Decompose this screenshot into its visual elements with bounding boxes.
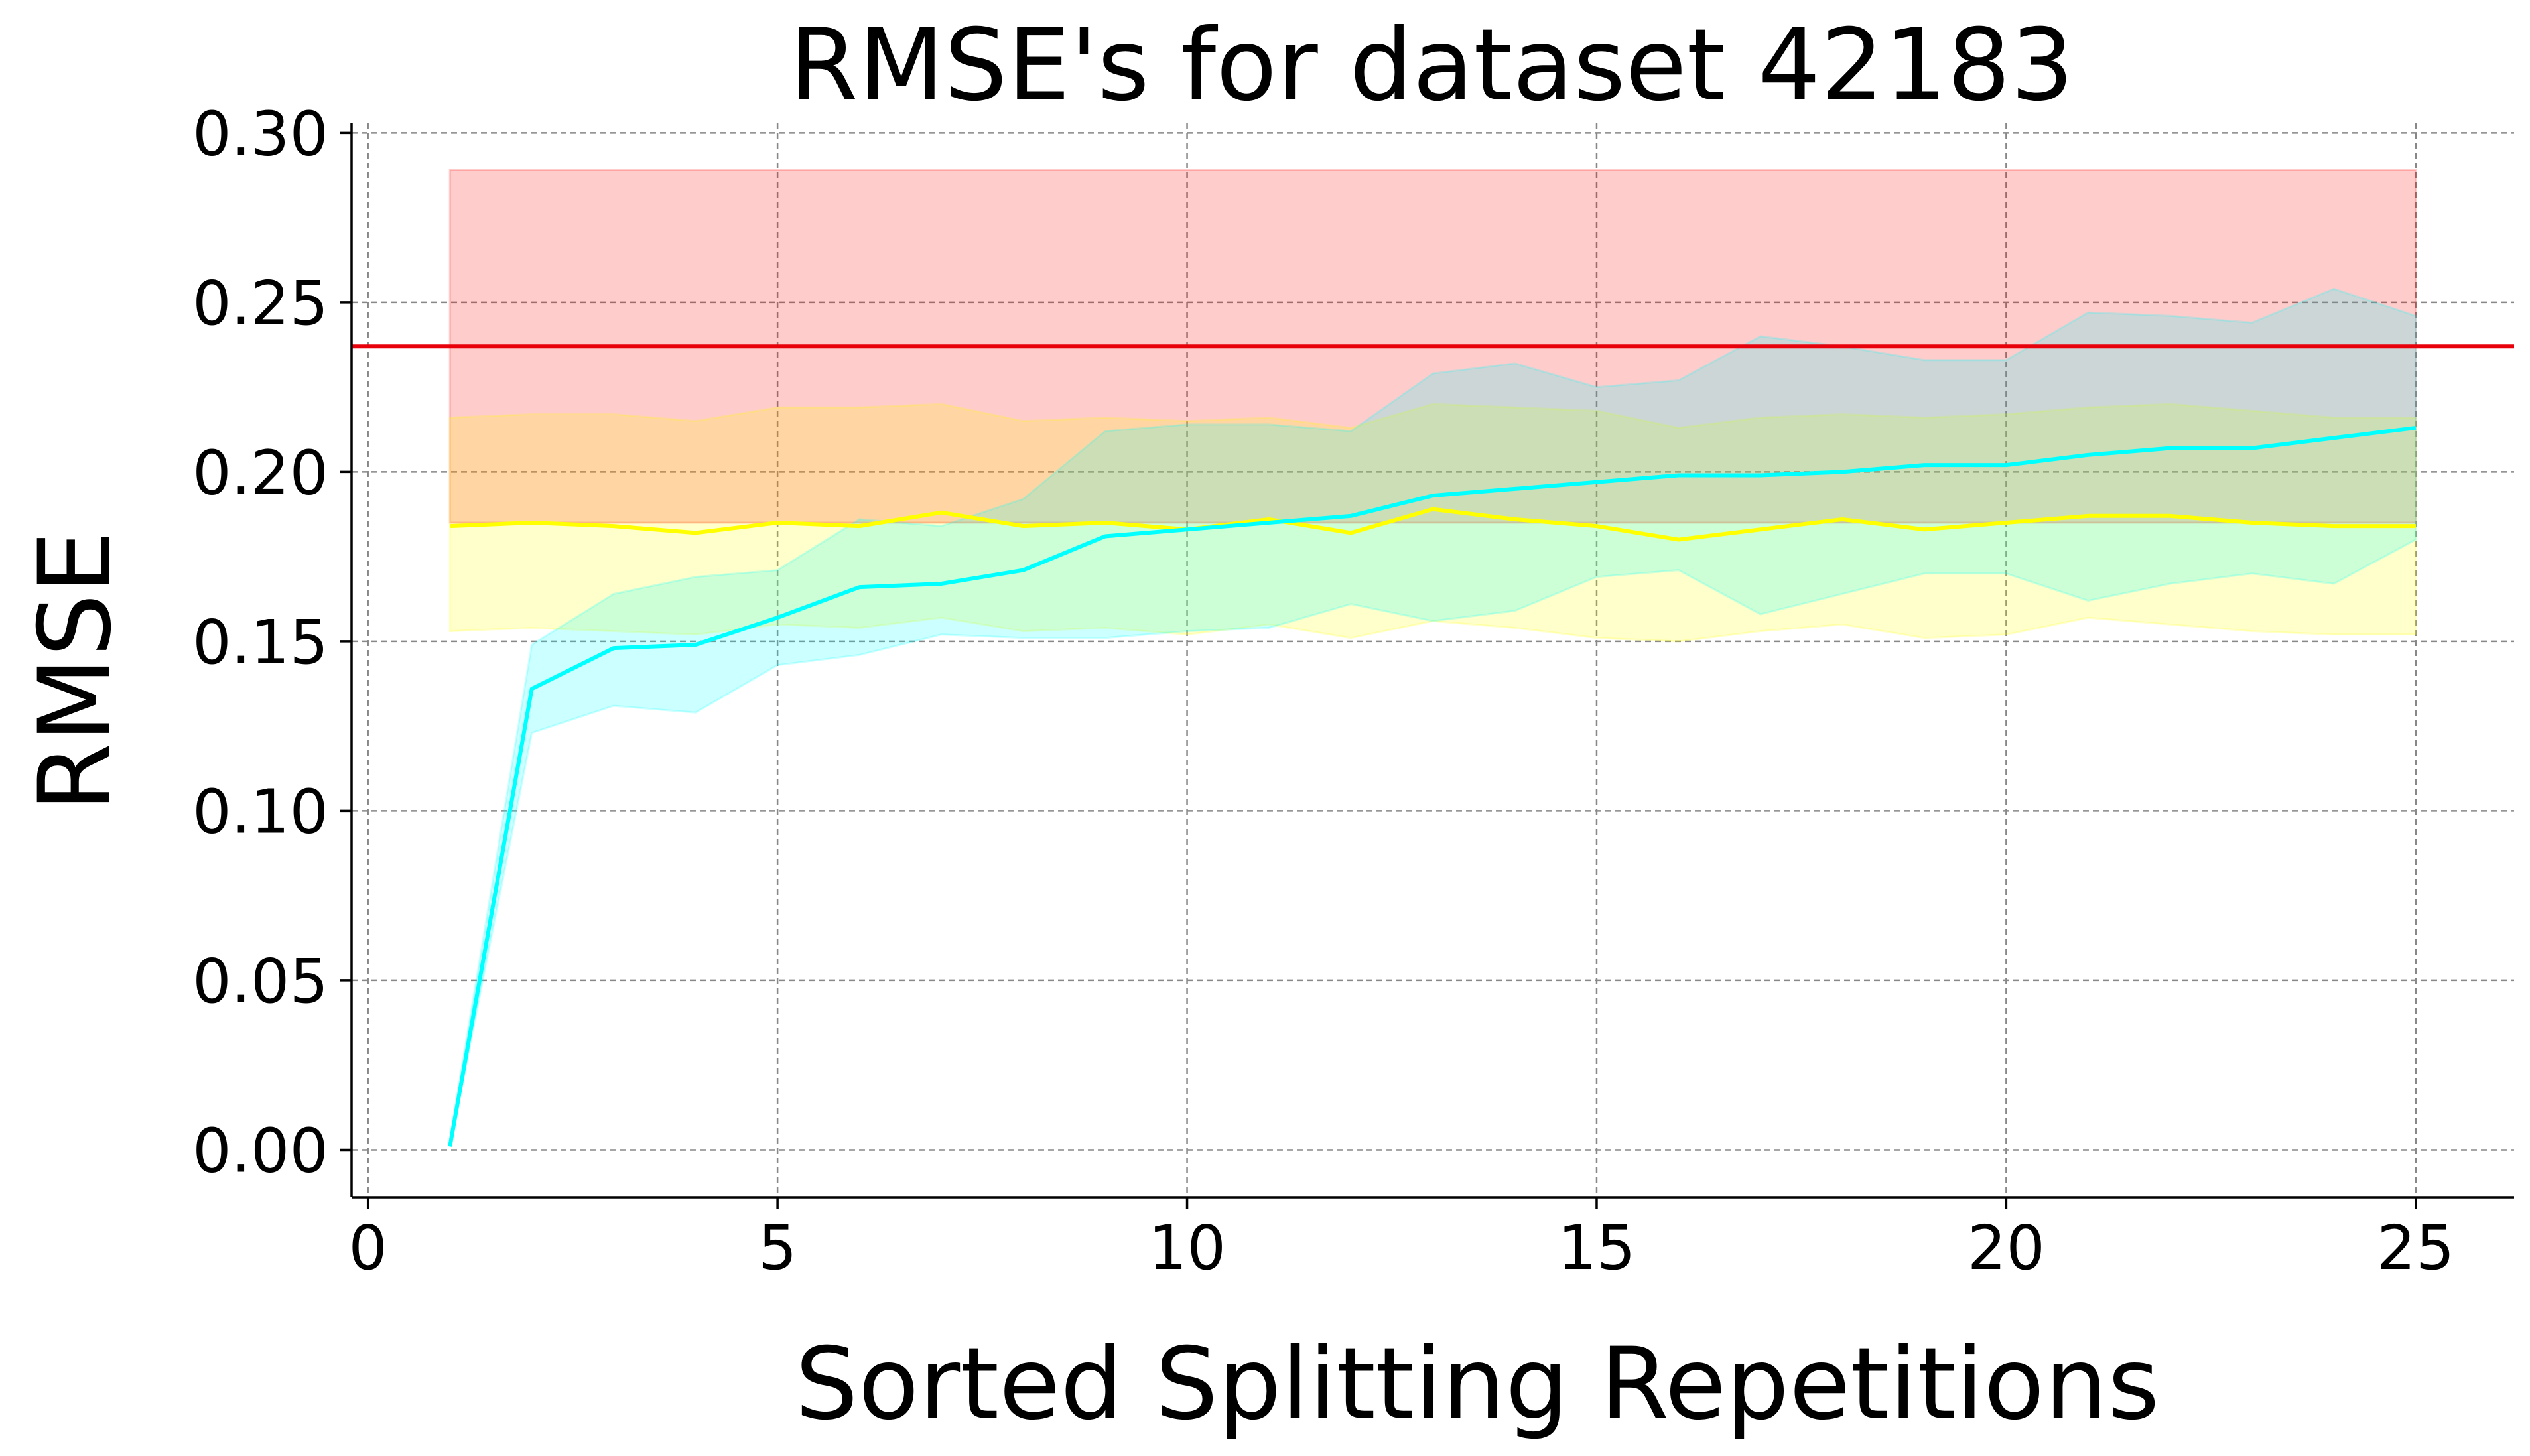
x-tick-label: 5 [758,1213,797,1284]
x-tick-label: 25 [2377,1213,2454,1284]
y-tick-label: 0.25 [192,268,328,339]
y-tick-label: 0.10 [192,776,328,847]
x-tick-label: 0 [348,1213,387,1284]
y-tick-label: 0.20 [192,437,328,508]
bands [448,169,2417,1147]
x-axis-label: Sorted Splitting Repetitions [795,1327,2160,1442]
y-tick-label: 0.05 [192,946,328,1017]
band-3 [448,287,2417,1147]
y-tick-label: 0.00 [192,1115,328,1186]
x-tick-label: 15 [1558,1213,1635,1284]
ticks: 0 5 10 15 20 25 0.00 0.05 0.10 0.15 0.20 0.25 0.30 [192,98,2454,1284]
grid [352,123,2514,1197]
chart-title: RMSE's for dataset 42183 [789,8,2074,123]
series-lines [352,344,2514,1147]
y-tick-label: 0.30 [192,98,328,169]
series-line-2 [448,425,2417,1147]
x-tick-label: 20 [1967,1213,2045,1284]
y-axis-label: RMSE [18,531,133,812]
series-line-1 [450,507,2416,542]
y-tick-label: 0.15 [192,607,328,678]
x-tick-label: 10 [1148,1213,1226,1284]
